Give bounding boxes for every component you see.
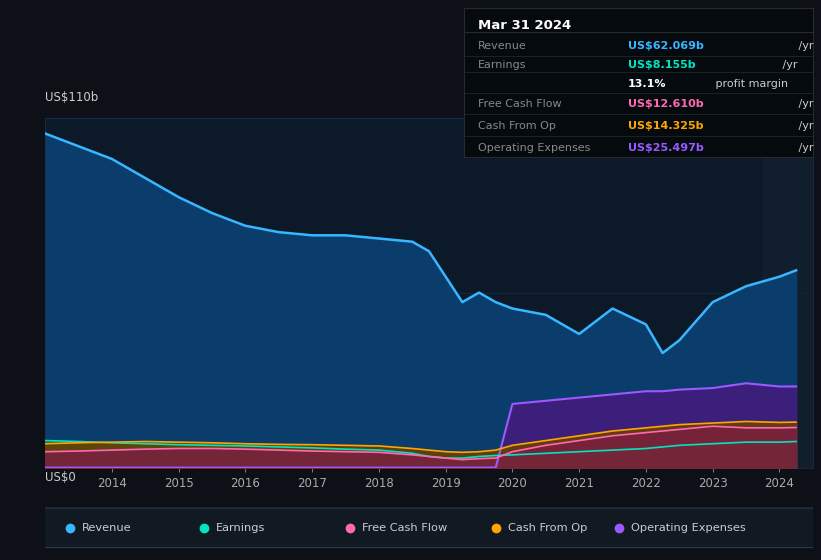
Text: Cash From Op: Cash From Op (508, 523, 587, 533)
Text: US$25.497b: US$25.497b (628, 143, 704, 153)
Text: US$12.610b: US$12.610b (628, 99, 704, 109)
Text: /yr: /yr (796, 99, 814, 109)
Text: Earnings: Earnings (217, 523, 266, 533)
Text: /yr: /yr (778, 60, 797, 70)
Text: Revenue: Revenue (478, 41, 526, 52)
Text: Revenue: Revenue (82, 523, 131, 533)
Text: US$0: US$0 (45, 471, 76, 484)
Text: US$110b: US$110b (45, 91, 99, 104)
Text: US$14.325b: US$14.325b (628, 122, 704, 132)
Text: Cash From Op: Cash From Op (478, 122, 556, 132)
Text: Free Cash Flow: Free Cash Flow (478, 99, 562, 109)
Text: US$8.155b: US$8.155b (628, 60, 695, 70)
Text: 13.1%: 13.1% (628, 79, 667, 89)
Text: /yr: /yr (796, 143, 814, 153)
Bar (763, 118, 813, 468)
Text: /yr: /yr (796, 41, 814, 52)
Text: Free Cash Flow: Free Cash Flow (362, 523, 447, 533)
FancyBboxPatch shape (38, 508, 819, 548)
Text: profit margin: profit margin (712, 79, 787, 89)
Text: US$62.069b: US$62.069b (628, 41, 704, 52)
Text: Operating Expenses: Operating Expenses (478, 143, 590, 153)
Text: /yr: /yr (796, 122, 814, 132)
Text: Mar 31 2024: Mar 31 2024 (478, 19, 571, 32)
Text: Operating Expenses: Operating Expenses (631, 523, 745, 533)
Text: Earnings: Earnings (478, 60, 526, 70)
